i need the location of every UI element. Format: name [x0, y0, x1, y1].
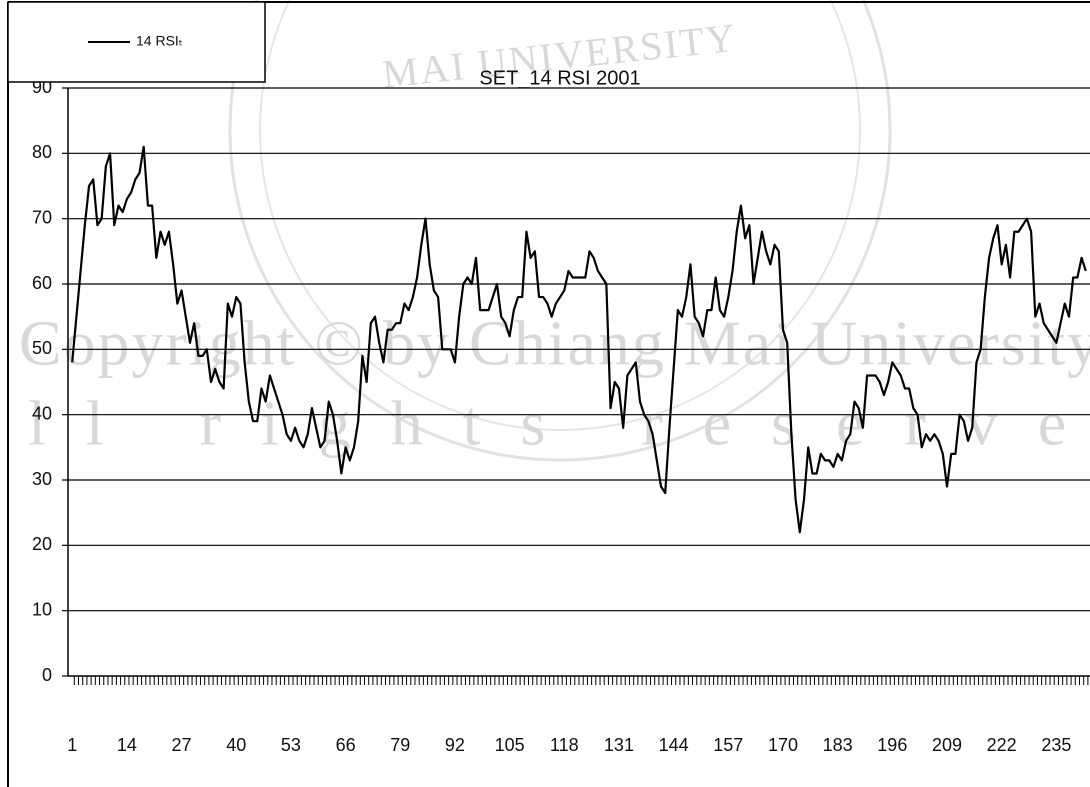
x-tick-label: 66 [336, 735, 356, 755]
x-tick-label: 40 [226, 735, 246, 755]
y-tick-label: 70 [32, 207, 52, 227]
y-tick-label: 40 [32, 403, 52, 423]
x-tick-label: 105 [495, 735, 525, 755]
x-tick-label: 196 [877, 735, 907, 755]
watermark-ring [259, 0, 861, 431]
watermark-text: Copyright © by Chiang Mai University [19, 308, 1090, 379]
x-tick-label: 79 [390, 735, 410, 755]
watermark-ring [228, 0, 892, 462]
x-tick-label: 209 [932, 735, 962, 755]
chart-title: SET_14 RSI 2001 [479, 67, 640, 89]
x-tick-label: 144 [659, 735, 689, 755]
y-tick-label: 80 [32, 142, 52, 162]
y-tick-label: 10 [32, 599, 52, 619]
x-tick-label: 183 [823, 735, 853, 755]
data-line [71, 145, 1087, 534]
x-tick-label: 157 [713, 735, 743, 755]
y-tick-label: 0 [42, 665, 52, 685]
legend: 14 RSIₜ [7, 1, 266, 83]
x-tick-label: 235 [1041, 735, 1071, 755]
watermark-text: All rights reserved [0, 388, 1090, 459]
x-tick-label: 1 [67, 735, 77, 755]
x-tick-label: 131 [604, 735, 634, 755]
x-tick-label: 92 [445, 735, 465, 755]
y-tick-label: 30 [32, 469, 52, 489]
legend-label: 14 RSIₜ [136, 33, 183, 49]
plot-area [71, 145, 1087, 534]
x-tick-label: 27 [172, 735, 192, 755]
x-tick-label: 222 [987, 735, 1017, 755]
x-tick-label: 14 [117, 735, 137, 755]
x-tick-label: 53 [281, 735, 301, 755]
y-tick-label: 20 [32, 534, 52, 554]
x-tick-label: 170 [768, 735, 798, 755]
x-tick-label: 118 [550, 735, 579, 755]
legend-box [7, 1, 266, 83]
y-tick-label: 60 [32, 273, 52, 293]
y-tick-label: 50 [32, 338, 52, 358]
grid [68, 87, 1090, 612]
